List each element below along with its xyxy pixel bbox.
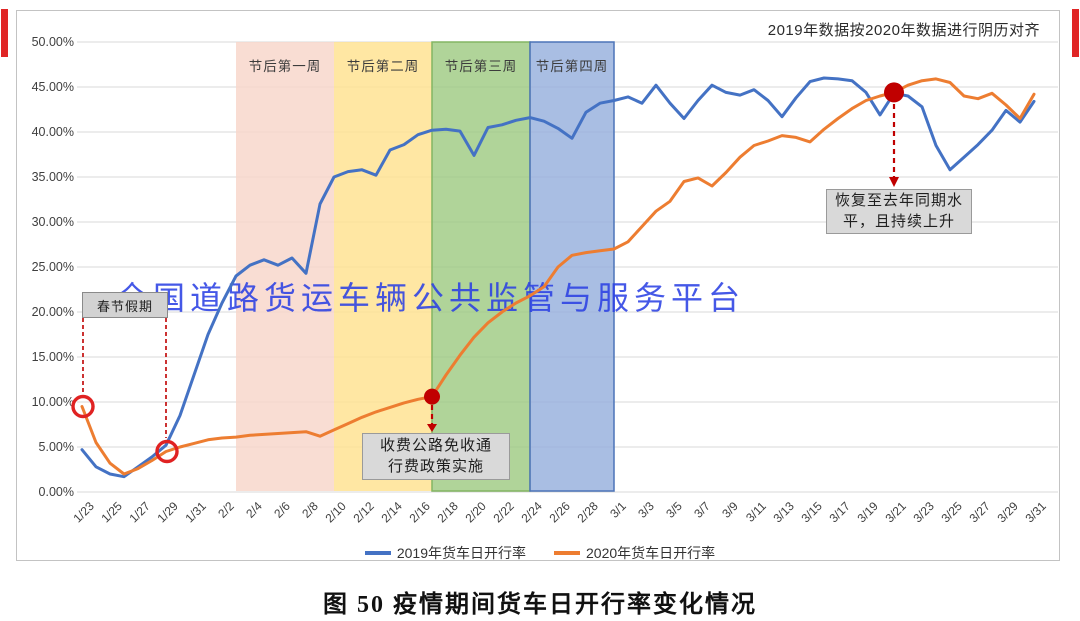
alignment-note: 2019年数据按2020年数据进行阴历对齐	[767, 22, 1040, 39]
annotation-arrow-head	[889, 177, 899, 187]
figure-caption: 图 50 疫情期间货车日开行率变化情况	[323, 592, 757, 618]
legend-label-2019: 2019年货车日开行率	[396, 545, 526, 561]
highlight-ring-marker	[71, 394, 95, 419]
toll-annotation-line2: 行费政策实施	[387, 457, 484, 475]
y-axis-tick-label: 5.00%	[38, 440, 74, 454]
recovery-annotation-line1: 恢复至去年同期水	[834, 192, 963, 210]
chart-legend: 2019年货车日开行率 2020年货车日开行率	[0, 543, 1080, 563]
highlight-ring-marker	[155, 439, 179, 464]
holiday-annotation-label: 春节假期	[96, 298, 153, 314]
holiday-annotation-box: 春节假期	[82, 292, 168, 318]
week-band-label: 节后第三周	[444, 59, 518, 74]
annotation-arrow-head	[427, 424, 437, 432]
series-line	[80, 76, 1036, 479]
recovery-annotation-line2: 平，且持续上升	[842, 212, 955, 230]
red-edge-mark-right	[1072, 9, 1079, 57]
legend-label-2020: 2020年货车日开行率	[586, 545, 716, 561]
highlight-dot-marker	[884, 82, 904, 103]
legend-swatch-2019	[364, 551, 391, 555]
week-band-label: 节后第一周	[248, 59, 322, 74]
y-axis-tick-label: 35.00%	[31, 170, 74, 184]
toll-policy-annotation-box: 收费公路免收通 行费政策实施	[362, 433, 510, 480]
y-axis-tick-label: 0.00%	[38, 485, 74, 499]
week-band	[334, 42, 432, 491]
y-axis-tick-label: 15.00%	[31, 350, 74, 364]
y-axis-tick-label: 45.00%	[31, 80, 74, 94]
toll-annotation-line1: 收费公路免收通	[379, 437, 492, 455]
y-axis-tick-label: 40.00%	[31, 125, 74, 139]
y-axis-tick-label: 25.00%	[31, 260, 74, 274]
legend-swatch-2020	[554, 551, 580, 555]
y-axis-tick-label: 30.00%	[31, 215, 74, 229]
series-line	[80, 77, 1036, 476]
y-axis-tick-label: 50.00%	[31, 35, 74, 49]
week-band	[529, 41, 615, 492]
red-edge-mark-left	[1, 9, 8, 57]
recovery-annotation-box: 恢复至去年同期水 平，且持续上升	[826, 189, 972, 234]
week-band-label: 节后第四周	[535, 59, 609, 74]
legend-item-2020: 2020年货车日开行率	[554, 543, 715, 563]
week-band	[431, 41, 531, 492]
week-band	[236, 42, 334, 491]
week-band-label: 节后第二周	[346, 59, 420, 74]
legend-item-2019: 2019年货车日开行率	[364, 543, 526, 563]
highlight-dot-marker	[424, 388, 440, 405]
y-axis-tick-label: 20.00%	[31, 305, 74, 319]
y-axis-tick-label: 10.00%	[31, 395, 74, 409]
